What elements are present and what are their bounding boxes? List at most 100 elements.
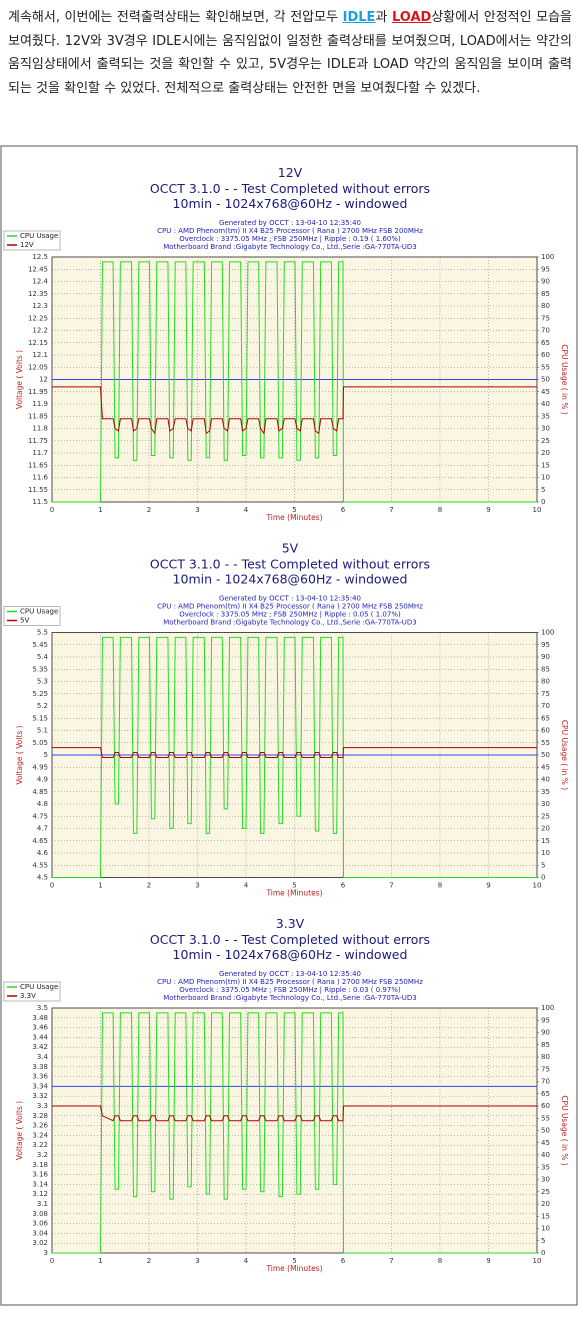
y-tick-label: 11.75 [28,437,48,445]
y-tick-label: 3.02 [32,1239,48,1247]
y-tick-label: 5 [44,751,48,759]
y2-tick-label: 75 [541,690,550,698]
y2-tick-label: 85 [541,1041,550,1049]
y2-tick-label: 65 [541,1090,550,1098]
series-line [52,1012,537,1254]
y-tick-label: 3.36 [32,1073,48,1081]
chart-note: Generated by OCCT : 13-04-10 12:35:40 [219,595,361,603]
y-tick-label: 11.85 [28,412,48,420]
y-tick-label: 4.7 [37,825,48,833]
y-tick-label: 4.95 [32,763,48,771]
y-tick-label: 4.8 [37,800,48,808]
chart-title: 12V [278,165,303,180]
x-tick-label: 4 [244,506,249,514]
y2-tick-label: 55 [541,739,550,747]
chart-note: CPU : AMD Phenom(tm) II X4 B25 Processor… [157,603,423,611]
chart-note: Overclock : 3375.05 MHz ; FSB 250MHz | R… [179,986,401,994]
y2-tick-label: 60 [541,727,550,735]
series-line [52,747,537,758]
y2-tick-label: 55 [541,363,550,371]
x-tick-label: 9 [486,506,490,514]
x-tick-label: 10 [533,882,542,890]
y-tick-label: 3.08 [32,1210,48,1218]
x-tick-label: 8 [438,506,442,514]
y-tick-label: 3.44 [32,1033,48,1041]
chart-subtitle: OCCT 3.1.0 - - Test Completed without er… [150,557,430,572]
y-tick-label: 5.45 [32,641,48,649]
y-tick-label: 3.1 [37,1200,48,1208]
y-tick-label: 12.4 [32,278,48,286]
y-tick-label: 11.7 [32,449,48,457]
legend-label: CPU Usage [20,608,58,616]
x-tick-label: 2 [147,506,151,514]
y-axis-label: Voltage ( Volts ) [15,725,24,784]
y2-tick-label: 20 [541,825,550,833]
y-tick-label: 5.5 [37,629,48,637]
y2-tick-label: 100 [541,253,554,261]
y-tick-label: 4.85 [32,788,48,796]
y2-tick-label: 25 [541,812,550,820]
y-tick-label: 12.35 [28,290,48,298]
x-tick-label: 10 [533,1257,542,1265]
x-tick-label: 6 [341,882,346,890]
chart-note: Motherboard Brand :Gigabyte Technology C… [163,994,417,1002]
y2-tick-label: 95 [541,641,550,649]
series-line [52,1105,537,1122]
y-tick-label: 3.32 [32,1092,48,1100]
x-tick-label: 0 [50,882,54,890]
y-tick-label: 12.05 [28,363,48,371]
y-tick-label: 3.34 [32,1082,48,1090]
y2-axis-label: CPU Usage ( in % ) [560,1095,569,1165]
y2-tick-label: 45 [541,388,550,396]
x-tick-label: 5 [292,506,296,514]
y-tick-label: 3.5 [37,1004,48,1012]
y-tick-label: 3.4 [37,1053,49,1061]
x-tick-label: 3 [195,506,199,514]
y-axis-label: Voltage ( Volts ) [15,1101,24,1160]
x-axis-label: Time (Minutes) [265,513,322,522]
paragraph: 계속해서, 이번에는 전력출력상태는 확인해보면, 각 전압모두 IDLE과 L… [0,0,580,106]
text: 계속해서, 이번에는 전력출력상태는 확인해보면, 각 전압모두 [8,10,343,25]
y-tick-label: 4.55 [32,861,48,869]
series-line [52,386,537,435]
y-tick-label: 3.42 [32,1043,48,1051]
legend-label: CPU Usage [20,232,58,240]
x-tick-label: 1 [98,506,102,514]
x-tick-label: 6 [341,506,346,514]
legend-box [3,606,61,626]
x-tick-label: 2 [147,1257,151,1265]
y2-tick-label: 5 [541,861,545,869]
legend-box [3,230,61,251]
x-tick-label: 5 [292,882,296,890]
x-tick-label: 3 [195,1257,199,1265]
x-tick-label: 7 [389,506,393,514]
y-tick-label: 12.5 [32,253,48,261]
text: 상황에서 안정적인 모습을 보여줬다. 12V와 3V경우 IDLE시에는 움직… [8,10,573,96]
y-tick-label: 3.14 [32,1180,48,1188]
y2-tick-label: 95 [541,265,550,273]
legend-label: 12V [20,241,34,249]
y2-tick-label: 70 [541,702,550,710]
y2-tick-label: 60 [541,1102,550,1110]
y2-tick-label: 50 [541,376,550,384]
chart-subtitle: OCCT 3.1.0 - - Test Completed without er… [150,932,430,947]
chart-note: CPU : AMD Phenom(tm) II X4 B25 Processor… [157,227,423,235]
y2-tick-label: 10 [541,1225,550,1233]
legend-label: 5V [20,617,29,625]
y2-tick-label: 0 [541,874,545,882]
y-tick-label: 3.18 [32,1161,48,1169]
y2-tick-label: 75 [541,314,550,322]
y-tick-label: 4.9 [37,776,48,784]
x-tick-label: 4 [244,882,249,890]
x-tick-label: 10 [533,506,542,514]
y-tick-label: 3.3 [37,1102,48,1110]
chart-subtitle: OCCT 3.1.0 - - Test Completed without er… [150,181,430,196]
y-tick-label: 3.04 [32,1229,48,1237]
y2-tick-label: 90 [541,278,550,286]
y2-tick-label: 45 [541,763,550,771]
highlight: IDLE [342,10,376,25]
y-tick-label: 11.95 [28,388,48,396]
x-tick-label: 0 [50,1257,54,1265]
